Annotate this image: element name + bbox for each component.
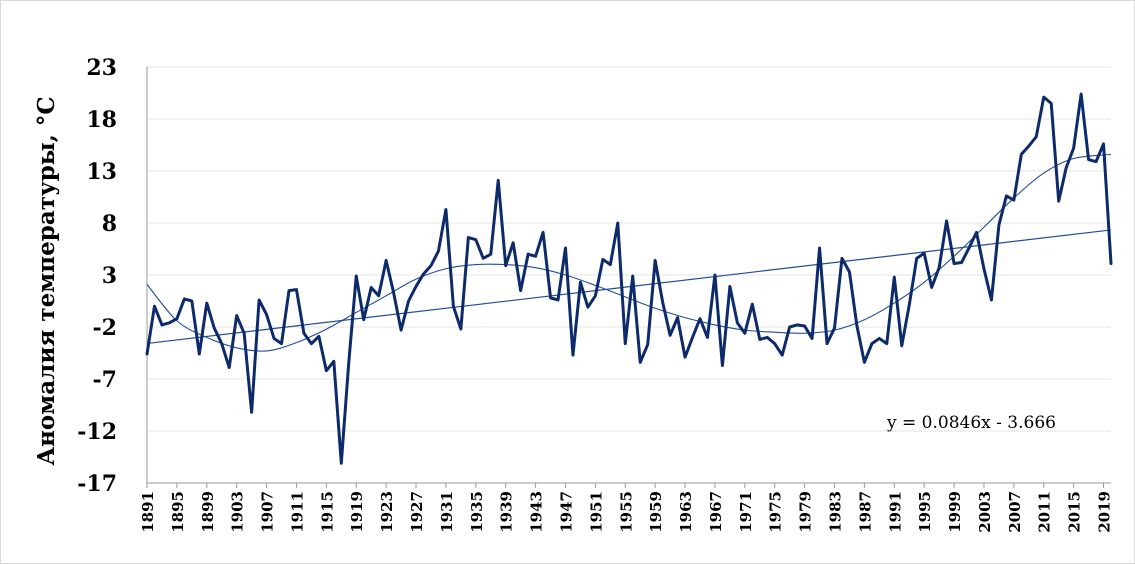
y-tick-label: 3 [102,263,117,289]
x-tick-label: 1963 [677,491,695,533]
x-tick-label: 1931 [438,491,456,533]
x-tick-label: 2019 [1096,491,1114,533]
x-tick-label: 1895 [169,491,187,533]
x-tick-label: 1915 [318,491,336,533]
x-tick-label: 1955 [617,491,635,533]
x-tick-label: 2007 [1006,491,1024,533]
x-tick-label: 1903 [229,491,247,533]
y-tick-label: -17 [77,471,117,497]
x-tick-label: 1987 [856,491,874,533]
x-tick-label: 1939 [498,491,516,533]
y-tick-label: 18 [86,107,117,133]
y-tick-label: -2 [93,315,117,341]
x-tick-label: 1923 [378,491,396,533]
x-tick-label: 1983 [827,491,845,533]
x-tick-label: 1907 [259,491,277,533]
y-axis-label: Аномалия температуры, °С [33,96,60,465]
y-tick-label: 8 [102,211,117,237]
x-tick-label: 1951 [587,491,605,533]
y-tick-label: 13 [86,159,117,185]
x-tick-label: 2003 [976,491,994,533]
x-tick-label: 1959 [647,491,665,533]
x-tick-label: 1999 [946,491,964,533]
x-tick-label: 1911 [288,491,306,533]
y-tick-label: 23 [86,55,117,81]
x-tick-label: 2015 [1066,491,1084,533]
y-tick-label: -12 [77,419,117,445]
x-tick-label: 1971 [737,491,755,533]
x-tick-label: 2011 [1036,491,1054,533]
linear-trend-line [147,230,1111,343]
x-tick-label: 1975 [767,491,785,533]
x-tick-label: 1995 [916,491,934,533]
x-tick-label: 1947 [557,491,575,533]
x-tick-label: 1891 [139,491,157,533]
x-tick-label: 1919 [348,491,366,533]
x-tick-labels: 1891 1895 1899 1903 1907 1911 1915 1919 1923 1927… [139,491,1114,533]
x-tick-label: 1935 [468,491,486,533]
y-tick-label: -7 [93,367,117,393]
x-tick-label: 1979 [797,491,815,533]
data-series [147,94,1111,463]
x-tick-label: 1927 [408,491,426,533]
series-line [147,94,1111,463]
x-tick-label: 1943 [528,491,546,533]
trend-equation-annotation: y = 0.0846x - 3.666 [886,413,1056,433]
gridlines [147,67,1111,431]
x-tick-label: 1899 [199,491,217,533]
x-tick-label: 1967 [707,491,725,533]
x-tick-label: 1991 [886,491,904,533]
y-tick-labels: 23 18 13 8 3 -2 -7 -12 -17 [77,55,117,497]
